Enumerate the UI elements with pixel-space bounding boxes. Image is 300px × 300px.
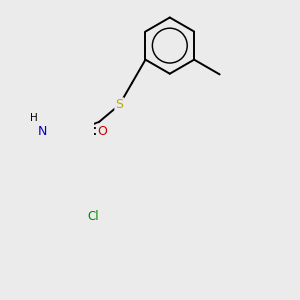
Text: S: S [116, 98, 123, 111]
Text: Cl: Cl [87, 210, 99, 223]
Text: O: O [97, 125, 107, 138]
Text: H: H [30, 113, 38, 123]
Text: N: N [38, 125, 48, 138]
